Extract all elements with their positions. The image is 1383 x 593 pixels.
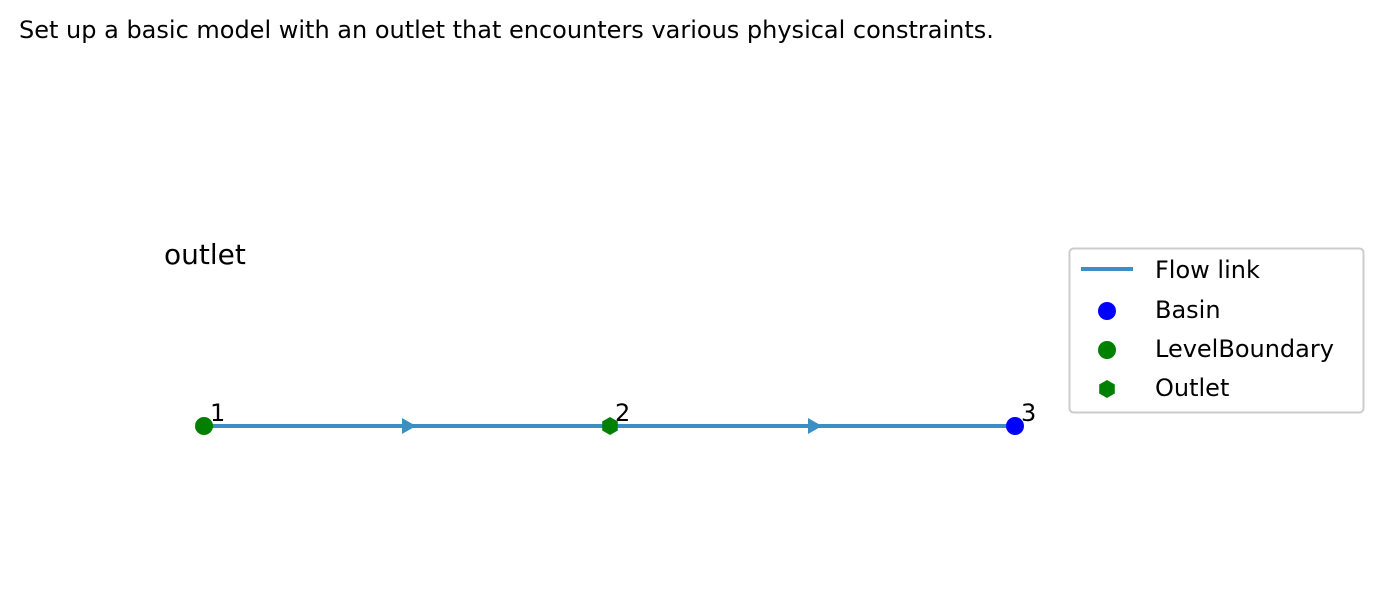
legend-item-level-boundary: LevelBoundary (1098, 335, 1334, 363)
node-label: 3 (1021, 399, 1036, 427)
basin-marker-icon (1006, 417, 1024, 435)
figure-caption: Set up a basic model with an outlet that… (19, 16, 994, 44)
legend-item-basin: Basin (1098, 296, 1221, 324)
level-boundary-circle-icon (1098, 341, 1116, 359)
outlet-marker-icon (602, 417, 618, 435)
legend-label: Basin (1155, 296, 1221, 324)
flow-links (204, 418, 1015, 434)
legend-label: LevelBoundary (1155, 335, 1334, 363)
basin-circle-icon (1098, 302, 1116, 320)
legend-label: Outlet (1155, 374, 1229, 402)
legend: Flow link Basin LevelBoundary Outlet (1068, 247, 1365, 414)
diagram-title: outlet (164, 238, 246, 271)
node-label: 1 (210, 399, 225, 427)
flow-direction-arrow-icon (808, 418, 822, 434)
node-level-boundary[interactable]: 1 (195, 399, 225, 435)
node-basin[interactable]: 3 (1006, 399, 1036, 435)
legend-item-outlet: Outlet (1099, 374, 1229, 402)
flow-direction-arrow-icon (402, 418, 416, 434)
legend-label: Flow link (1155, 256, 1260, 284)
outlet-hexagon-icon (1099, 380, 1115, 398)
level-boundary-marker-icon (195, 417, 213, 435)
legend-frame (1068, 247, 1365, 414)
node-outlet[interactable]: 2 (602, 399, 630, 435)
node-label: 2 (615, 399, 630, 427)
legend-item-flow-link: Flow link (1081, 256, 1260, 284)
